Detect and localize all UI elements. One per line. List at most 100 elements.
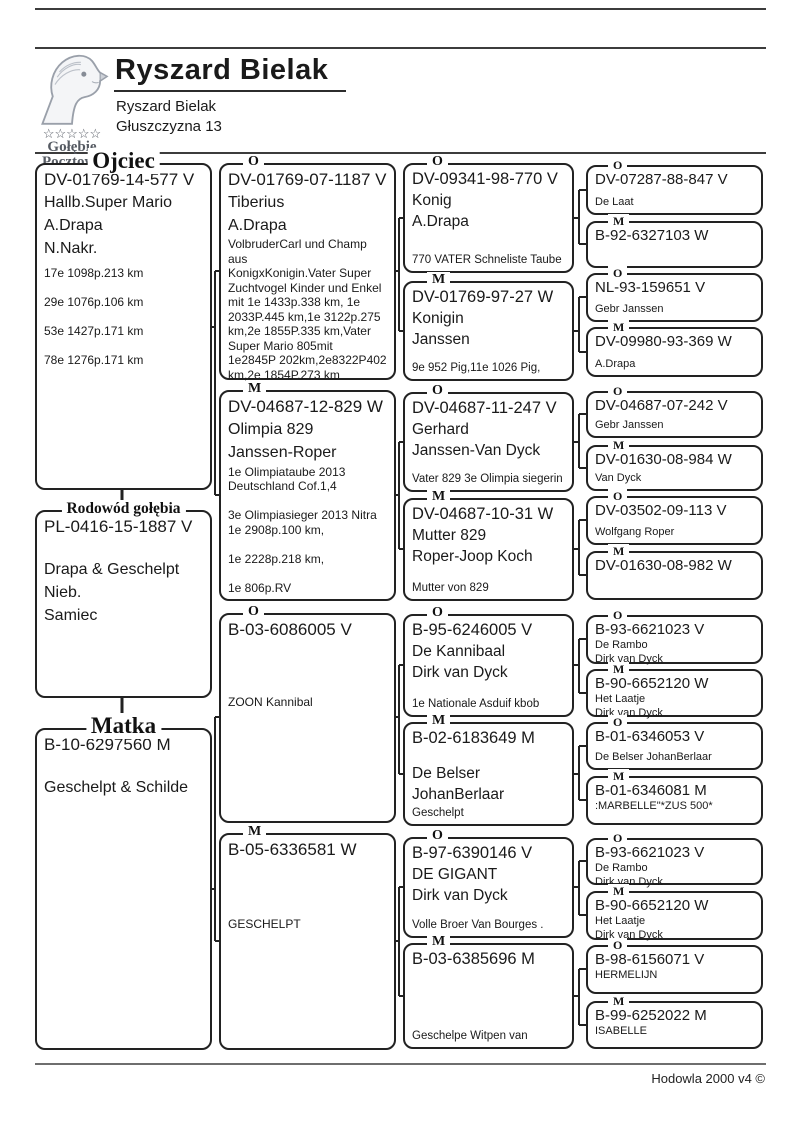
sex-label: M: [243, 381, 267, 397]
header-bottom-rule: [35, 152, 766, 154]
sex-label: O: [608, 266, 628, 281]
gen2-box-3: O B-03-6086005 V ZOON Kannibal: [219, 604, 396, 823]
logo-name-line1: Gołębie: [47, 139, 97, 155]
gen4-box-16: M B-99-6252022 M ISABELLE: [586, 994, 763, 1049]
gen4-box-11: O B-01-6346053 V De Belser JohanBerlaar: [586, 715, 763, 770]
gen3-box-8: M B-03-6385696 M Geschelpe Witpen van: [403, 934, 574, 1049]
ring-number: B-90-6652120 W: [595, 897, 709, 914]
gen4-box-10: M B-90-6652120 W Het Laatje Dirk van Dyc…: [586, 662, 763, 719]
achievements: 17e 1098p.213 km 29e 1076p.106 km 53e 14…: [44, 266, 144, 367]
achievements: Mutter von 829: [412, 582, 489, 594]
gen4-box-13: O B-93-6621023 V De Rambo Dirk van Dyck: [586, 831, 763, 888]
ring-number: B-10-6297560 M: [44, 735, 171, 754]
ring-number: B-98-6156071 V: [595, 951, 705, 968]
owner-address: Głuszczyzna 13: [116, 118, 222, 135]
sex-label: O: [243, 154, 264, 170]
achievements: 770 VATER Schneliste Taube: [412, 254, 562, 266]
sex-label: O: [608, 608, 628, 623]
pigeon-names: De Kannibaal Dirk van Dyck: [412, 643, 508, 681]
gen4-box-3: O NL-93-159651 V Gebr Janssen: [586, 266, 763, 322]
ring-number: NL-93-159651 V: [595, 279, 706, 296]
pigeon-names: Gebr Janssen: [595, 302, 664, 315]
sex-label: M: [608, 769, 630, 784]
pigeon-names: Hallb.Super Mario A.Drapa N.Nakr.: [44, 194, 173, 257]
gen4-box-5: O DV-04687-07-242 V Gebr Janssen: [586, 384, 763, 438]
ring-number: B-01-6346053 V: [595, 728, 705, 745]
sex-label: O: [608, 158, 628, 173]
top-rule: [35, 8, 766, 10]
page-title: Ryszard Bielak: [114, 54, 347, 92]
achievements: 1e Olimpiataube 2013 Deutschland Cof.1,4…: [228, 464, 377, 595]
sex-label: M: [427, 272, 451, 288]
ring-number: B-01-6346081 M: [595, 782, 707, 799]
achievements: Vater 829 3e Olimpia siegerin: [412, 473, 563, 485]
ring-number: DV-01630-08-984 W: [595, 451, 732, 468]
pigeon-names: De Rambo Dirk van Dyck: [595, 639, 663, 665]
achievements: Geschelpe Witpen van: [412, 1030, 528, 1042]
sex-label: O: [427, 828, 448, 844]
gen3-box-6: M B-02-6183649 M De Belser JohanBerlaar …: [403, 713, 574, 826]
owner-block: Ryszard Bielak Głuszczyzna 13: [116, 97, 222, 137]
subject-title: Rodowód gołębia: [61, 500, 186, 518]
gen4-box-9: O B-93-6621023 V De Rambo Dirk van Dyck: [586, 608, 763, 665]
subject-box: Rodowód gołębia PL-0416-15-1887 V Drapa …: [35, 500, 212, 698]
ring-number: B-03-6385696 M: [412, 950, 535, 968]
gen4-box-2: M B-92-6327103 W: [586, 214, 763, 268]
owner-name: Ryszard Bielak: [116, 98, 217, 115]
gen4-box-15: O B-98-6156071 V HERMELIJN: [586, 938, 763, 994]
ring-number: DV-04687-07-242 V: [595, 397, 728, 414]
ring-number: B-93-6621023 V: [595, 621, 705, 638]
mother-title: Matka: [85, 713, 162, 739]
pigeon-names: Mutter 829 Roper-Joop Koch: [412, 527, 533, 565]
header-top-rule: [35, 47, 766, 49]
pigeon-description: Drapa & Geschelpt Nieb. Samiec: [44, 561, 180, 624]
sex-label: M: [608, 214, 630, 229]
sex-label: O: [427, 383, 448, 399]
achievements: Volle Broer Van Bourges .: [412, 919, 544, 931]
pigeon-names: A.Drapa: [595, 357, 636, 370]
sex-label: M: [608, 320, 630, 335]
footer-rule: [35, 1063, 766, 1065]
pigeon-names: Het Laatje Dirk van Dyck: [595, 915, 663, 941]
sex-label: M: [608, 884, 630, 899]
ring-number: DV-09341-98-770 V: [412, 170, 558, 188]
sex-label: M: [427, 713, 451, 729]
pigeon-names: Wolfgang Roper: [595, 525, 675, 538]
sex-label: M: [427, 934, 451, 950]
pigeon-names: De Laat: [595, 195, 634, 208]
mother-box: Matka B-10-6297560 M Geschelpt & Schilde: [35, 713, 212, 1050]
ring-number: DV-09980-93-369 W: [595, 333, 732, 350]
sex-label: O: [608, 715, 628, 730]
sex-label: O: [243, 604, 264, 620]
pigeon-names: Van Dyck: [595, 471, 642, 484]
sex-label: M: [427, 489, 451, 505]
sex-label: O: [427, 605, 448, 621]
ring-number: DV-01769-97-27 W: [412, 288, 554, 306]
pigeon-names: HERMELIJN: [595, 969, 658, 981]
ring-number: DV-01769-14-577 V: [44, 170, 195, 189]
gen4-box-4: M DV-09980-93-369 W A.Drapa: [586, 320, 763, 377]
pigeon-description: Geschelpt & Schilde: [44, 779, 189, 796]
software-credit: Hodowla 2000 v4 ©: [651, 1071, 765, 1086]
ring-number: B-97-6390146 V: [412, 844, 533, 862]
gen2-box-2: M DV-04687-12-829 W Olimpia 829 Janssen-…: [219, 381, 396, 601]
father-box: Ojciec DV-01769-14-577 V Hallb.Super Mar…: [35, 148, 212, 490]
ring-number: DV-04687-10-31 W: [412, 505, 554, 523]
ring-number: DV-04687-12-829 W: [228, 397, 383, 416]
sex-label: M: [608, 438, 630, 453]
ring-number: DV-03502-09-113 V: [595, 502, 727, 519]
achievements: ZOON Kannibal: [228, 694, 313, 709]
pigeon-names: DE GIGANT Dirk van Dyck: [412, 866, 508, 904]
achievements: 1e Nationale Asduif kbob: [412, 698, 540, 710]
sex-label: M: [608, 544, 630, 559]
achievements: Geschelpt: [412, 807, 464, 819]
ring-number: DV-01630-08-982 W: [595, 557, 732, 574]
gen2-box-4: M B-05-6336581 W GESCHELPT: [219, 824, 396, 1050]
sex-label: O: [608, 489, 628, 504]
pigeon-names: ISABELLE: [595, 1025, 647, 1037]
gen4-box-14: M B-90-6652120 W Het Laatje Dirk van Dyc…: [586, 884, 763, 941]
gen3-box-5: O B-95-6246005 V De Kannibaal Dirk van D…: [403, 605, 574, 717]
gen3-box-2: M DV-01769-97-27 W Konigin Janssen 9e 95…: [403, 272, 574, 381]
logo-stars: ☆☆☆☆☆: [42, 126, 102, 141]
